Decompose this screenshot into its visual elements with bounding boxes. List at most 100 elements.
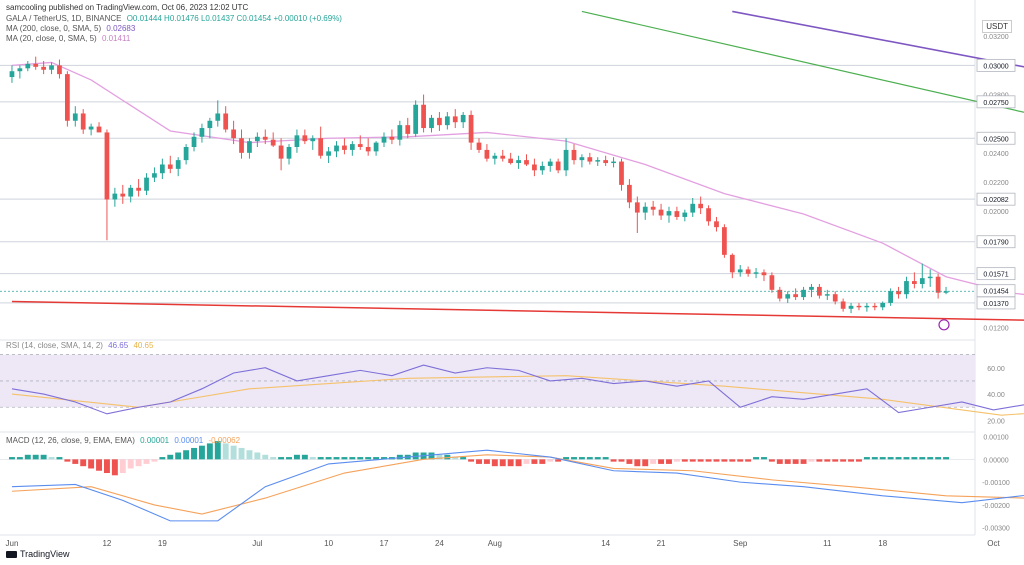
macd-histogram-bar — [855, 459, 862, 462]
macd-label: MACD (12, 26, close, 9, EMA, EMA) — [6, 436, 135, 445]
candle-body — [80, 113, 86, 130]
candle-body — [72, 113, 78, 121]
candle-body — [159, 164, 165, 174]
candle-body — [247, 141, 252, 153]
candle-body — [437, 117, 442, 126]
candle-body — [413, 104, 419, 134]
tradingview-logo[interactable]: TradingView — [6, 549, 70, 559]
candle-body — [460, 114, 466, 123]
candle-body — [872, 305, 878, 308]
macd-histogram-bar — [357, 457, 364, 460]
macd-histogram-bar — [127, 459, 134, 469]
macd-histogram-bar — [523, 459, 530, 464]
macd-histogram-bar — [800, 459, 807, 464]
price-tick-label: 0.03000 — [983, 63, 1008, 70]
candle-body — [674, 211, 680, 217]
macd-histogram-bar — [452, 457, 459, 460]
candle-body — [152, 173, 157, 178]
candle-body — [935, 276, 941, 293]
price-tag-box — [976, 192, 1016, 206]
time-tick-label: Sep — [733, 539, 748, 548]
macd-histogram-bar — [56, 457, 63, 460]
time-tick-label: 14 — [601, 539, 610, 548]
candle-body — [397, 125, 403, 140]
macd-histogram-bar — [317, 457, 324, 460]
ma200-legend[interactable]: MA (200, close, 0, SMA, 5) 0.02683 — [6, 24, 138, 34]
symbol-label: GALA / TetherUS, 1D, BINANCE — [6, 14, 122, 23]
candle-body — [405, 125, 411, 134]
candle-body — [128, 187, 134, 197]
candle-body — [175, 160, 181, 169]
candle-body — [587, 157, 593, 162]
macd-histogram-bar — [784, 459, 791, 464]
candle-body — [96, 126, 102, 133]
macd-histogram-bar — [848, 459, 855, 462]
candle-body — [658, 209, 664, 216]
candle-body — [904, 281, 909, 295]
macd-histogram-bar — [792, 459, 799, 464]
time-tick-label: 17 — [380, 539, 389, 548]
candle-body — [17, 68, 23, 72]
macd-histogram-bar — [555, 459, 562, 462]
macd-histogram-bar — [151, 459, 158, 462]
macd-histogram-bar — [808, 459, 815, 462]
candle-body — [943, 291, 949, 293]
ma20-legend[interactable]: MA (20, close, 0, SMA, 5) 0.01411 — [6, 34, 133, 44]
candle-body — [888, 291, 894, 303]
time-tick-label: 10 — [324, 539, 333, 548]
macd-histogram-bar — [547, 459, 554, 462]
macd-histogram-bar — [293, 454, 300, 460]
macd-histogram-bar — [586, 457, 593, 460]
candle-body — [603, 160, 609, 164]
macd-histogram-bar — [206, 443, 213, 460]
ma20-value: 0.01411 — [101, 34, 131, 43]
rsi-legend[interactable]: RSI (14, close, SMA, 14, 2) 46.65 40.65 — [6, 341, 156, 351]
macd-histogram-bar — [16, 457, 23, 460]
macd-tick-label: -0.00200 — [982, 503, 1010, 510]
macd-histogram-bar — [563, 457, 570, 460]
price-tag-box — [976, 235, 1016, 249]
candle-body — [785, 294, 791, 299]
macd-histogram-bar — [191, 447, 197, 460]
candle-body — [563, 149, 569, 171]
macd-histogram-bar — [602, 457, 609, 460]
macd-histogram-bar — [103, 459, 110, 474]
macd-histogram-bar — [254, 452, 261, 460]
candle-body — [136, 187, 141, 191]
price-tick-label: 0.02082 — [983, 197, 1008, 204]
candle-body — [365, 146, 371, 152]
macd-histogram-bar — [681, 459, 688, 462]
candle-body — [239, 138, 244, 153]
macd-histogram-bar — [666, 459, 672, 464]
price-tick-label: 0.01571 — [983, 272, 1008, 279]
price-tick-label: 0.02750 — [983, 100, 1008, 107]
macd-histogram-bar — [594, 457, 601, 460]
currency-selector[interactable]: USDT — [982, 20, 1012, 33]
candle-body — [41, 66, 46, 70]
macd-legend[interactable]: MACD (12, 26, close, 9, EMA, EMA) 0.0000… — [6, 436, 243, 446]
macd-histogram-bar — [879, 457, 886, 460]
candle-body — [167, 164, 173, 169]
macd-histogram-bar — [705, 459, 712, 462]
macd-histogram-bar — [24, 454, 31, 460]
ma20-label: MA (20, close, 0, SMA, 5) — [6, 34, 97, 43]
trend-line-green — [581, 10, 1024, 113]
candle-body — [817, 286, 822, 296]
candle-body — [729, 254, 735, 273]
candle-body — [579, 157, 585, 161]
price-tick-label: 0.01454 — [983, 289, 1008, 296]
macd-histogram-bar — [428, 452, 435, 460]
ma200-value: 0.02683 — [106, 24, 136, 33]
macd-tick-label: 0.00100 — [983, 435, 1008, 442]
macd-histogram-bar — [373, 457, 380, 460]
symbol-header: GALA / TetherUS, 1D, BINANCE O0.01444 H0… — [6, 14, 345, 24]
macd-histogram-bar — [539, 459, 546, 464]
candle-body — [476, 142, 482, 150]
macd-histogram-bar — [143, 459, 150, 464]
candle-body — [120, 193, 126, 197]
macd-histogram-bar — [436, 454, 443, 460]
candle-body — [444, 116, 450, 126]
candle-body — [801, 289, 806, 298]
macd-histogram-bar — [381, 457, 387, 460]
